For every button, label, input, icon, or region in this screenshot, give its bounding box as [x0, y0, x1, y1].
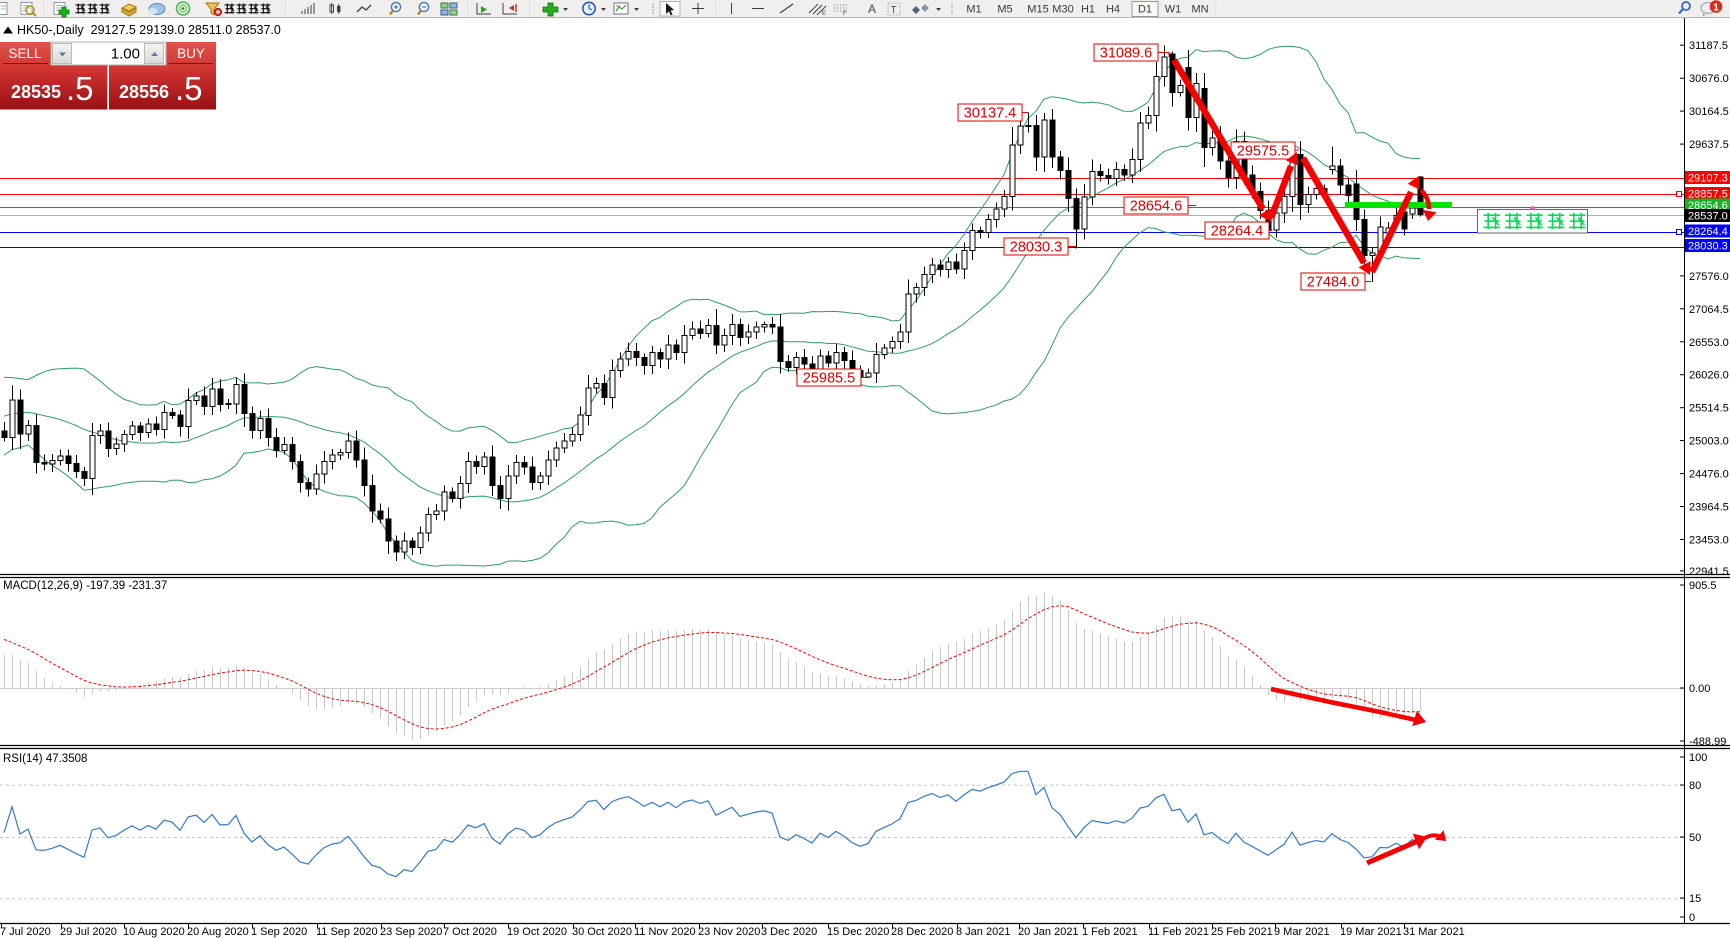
svg-text:23964.5: 23964.5 — [1689, 502, 1729, 514]
svg-text:11 Nov 2020: 11 Nov 2020 — [634, 926, 696, 938]
svg-text:26553.0: 26553.0 — [1689, 337, 1729, 349]
svg-text:28535: 28535 — [11, 82, 61, 102]
svg-text:E: E — [822, 11, 826, 17]
svg-text:22941.5: 22941.5 — [1689, 566, 1729, 578]
svg-text:28537.0: 28537.0 — [1688, 211, 1728, 223]
svg-text:0.00: 0.00 — [1689, 683, 1710, 695]
svg-text:RSI(14) 47.3508: RSI(14) 47.3508 — [3, 753, 87, 765]
svg-text:905.5: 905.5 — [1689, 580, 1717, 592]
svg-text:1 Feb 2021: 1 Feb 2021 — [1082, 926, 1138, 938]
svg-text:25514.5: 25514.5 — [1689, 403, 1729, 415]
svg-text:29575.5: 29575.5 — [1237, 144, 1289, 160]
svg-text:M1: M1 — [966, 4, 981, 16]
svg-text:24476.0: 24476.0 — [1689, 469, 1729, 481]
svg-text:D1: D1 — [1138, 4, 1152, 16]
svg-text:15 Dec 2020: 15 Dec 2020 — [827, 926, 889, 938]
svg-text:T: T — [891, 5, 897, 16]
svg-text:M30: M30 — [1052, 4, 1073, 16]
svg-text:1 Sep 2020: 1 Sep 2020 — [251, 926, 307, 938]
svg-text:80: 80 — [1689, 780, 1701, 792]
svg-text:27576.0: 27576.0 — [1689, 271, 1729, 283]
svg-text:.5: .5 — [66, 70, 94, 107]
svg-text:27064.5: 27064.5 — [1689, 304, 1729, 316]
svg-text:-488.99: -488.99 — [1689, 736, 1726, 748]
svg-text:1: 1 — [1713, 2, 1719, 14]
svg-text:28857.5: 28857.5 — [1688, 189, 1728, 201]
svg-text:27484.0: 27484.0 — [1307, 275, 1359, 291]
svg-text:28030.3: 28030.3 — [1688, 241, 1728, 253]
svg-text:25 Feb 2021: 25 Feb 2021 — [1211, 926, 1273, 938]
svg-text:30137.4: 30137.4 — [964, 106, 1016, 122]
svg-text:MN: MN — [1191, 4, 1208, 16]
svg-text:28030.3: 28030.3 — [1010, 240, 1062, 256]
svg-text:25985.5: 25985.5 — [803, 371, 855, 387]
svg-text:8 Jan 2021: 8 Jan 2021 — [956, 926, 1010, 938]
svg-text:11 Feb 2021: 11 Feb 2021 — [1148, 926, 1209, 938]
svg-text:.5: .5 — [175, 70, 203, 107]
svg-text:BUY: BUY — [177, 46, 205, 61]
svg-text:W1: W1 — [1165, 4, 1182, 16]
svg-text:F: F — [843, 11, 847, 17]
svg-text:7 Oct 2020: 7 Oct 2020 — [443, 926, 497, 938]
svg-text:20 Jan 2021: 20 Jan 2021 — [1018, 926, 1079, 938]
svg-text:28654.6: 28654.6 — [1130, 199, 1182, 215]
svg-text:M15: M15 — [1027, 4, 1048, 16]
svg-text:28264.4: 28264.4 — [1688, 226, 1728, 238]
svg-text:23 Sep 2020: 23 Sep 2020 — [380, 926, 442, 938]
svg-text:SELL: SELL — [8, 46, 42, 61]
svg-text:19 Mar 2021: 19 Mar 2021 — [1340, 926, 1402, 938]
svg-text:23453.0: 23453.0 — [1689, 535, 1729, 547]
svg-text:HK50-,Daily 29127.5 29139.0 2: HK50-,Daily 29127.5 29139.0 28511.0 2853… — [17, 23, 281, 37]
svg-text:7 Jul 2020: 7 Jul 2020 — [0, 926, 51, 938]
svg-text:29637.5: 29637.5 — [1689, 139, 1729, 151]
svg-text:29 Jul 2020: 29 Jul 2020 — [60, 926, 117, 938]
svg-text:20 Aug 2020: 20 Aug 2020 — [187, 926, 249, 938]
svg-text:30676.0: 30676.0 — [1689, 73, 1729, 85]
svg-text:15: 15 — [1689, 893, 1701, 905]
svg-text:26026.0: 26026.0 — [1689, 370, 1729, 382]
svg-text:10 Aug 2020: 10 Aug 2020 — [123, 926, 185, 938]
svg-text:29107.3: 29107.3 — [1688, 173, 1728, 185]
svg-text:MACD(12,26,9) -197.39 -231.37: MACD(12,26,9) -197.39 -231.37 — [3, 580, 167, 592]
svg-text:1.00: 1.00 — [111, 46, 140, 63]
svg-text:19 Oct 2020: 19 Oct 2020 — [507, 926, 567, 938]
svg-text:28556: 28556 — [119, 82, 169, 102]
svg-text:A: A — [868, 2, 876, 16]
svg-text:31187.5: 31187.5 — [1689, 40, 1728, 52]
svg-text:30 Oct 2020: 30 Oct 2020 — [572, 926, 632, 938]
svg-text:0: 0 — [1689, 912, 1695, 924]
svg-text:28264.4: 28264.4 — [1211, 224, 1263, 240]
svg-text:M5: M5 — [997, 4, 1012, 16]
svg-text:23 Nov 2020: 23 Nov 2020 — [698, 926, 760, 938]
svg-text:3 Dec 2020: 3 Dec 2020 — [761, 926, 817, 938]
svg-text:11 Sep 2020: 11 Sep 2020 — [316, 926, 378, 938]
svg-text:H4: H4 — [1106, 4, 1120, 16]
svg-text:28 Dec 2020: 28 Dec 2020 — [891, 926, 953, 938]
svg-text:30164.5: 30164.5 — [1689, 106, 1729, 118]
svg-text:9 Mar 2021: 9 Mar 2021 — [1274, 926, 1330, 938]
svg-text:50: 50 — [1689, 832, 1701, 844]
svg-text:25003.0: 25003.0 — [1689, 436, 1729, 448]
svg-text:H1: H1 — [1081, 4, 1095, 16]
svg-text:100: 100 — [1689, 752, 1707, 764]
svg-text:31 Mar 2021: 31 Mar 2021 — [1403, 926, 1465, 938]
svg-text:31089.6: 31089.6 — [1100, 46, 1152, 62]
